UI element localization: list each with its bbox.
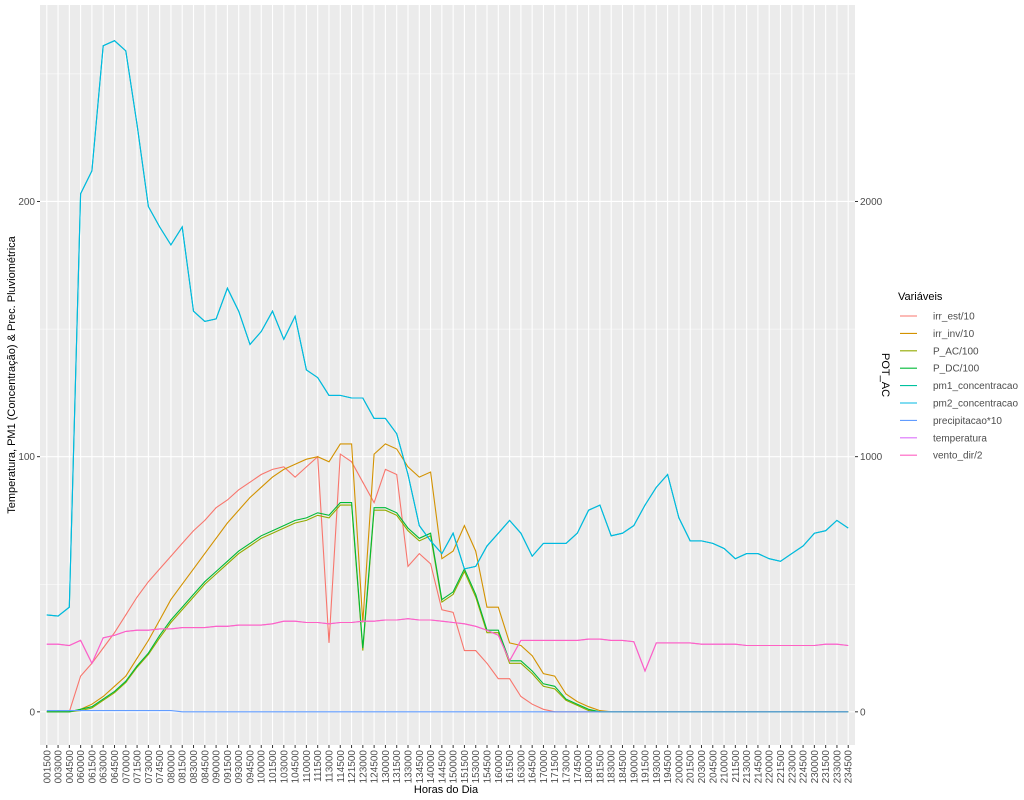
- legend-label: temperatura: [933, 433, 987, 444]
- x-tick-label: 180000: [584, 750, 595, 784]
- x-tick-label: 101500: [268, 750, 279, 784]
- y-tick-label: 0: [29, 707, 35, 718]
- x-tick-label: 151500: [460, 750, 471, 784]
- x-tick-label: 110000: [302, 750, 313, 783]
- x-tick-label: 114500: [336, 750, 347, 783]
- x-tick-label: 190000: [629, 750, 640, 784]
- x-tick-label: 121500: [347, 750, 358, 784]
- x-tick-label: 171500: [550, 750, 561, 784]
- x-tick-label: 223000: [787, 750, 798, 784]
- x-tick-label: 191500: [641, 750, 652, 784]
- y2-tick-label: 2000: [860, 197, 883, 208]
- x-tick-label: 154500: [483, 750, 494, 784]
- x-tick-label: 210000: [720, 750, 731, 784]
- x-tick-label: 134500: [415, 750, 426, 784]
- x-tick-label: 211500: [731, 750, 742, 783]
- x-tick-label: 231500: [821, 750, 832, 784]
- x-tick-label: 090000: [212, 750, 223, 784]
- x-tick-label: 184500: [618, 750, 629, 784]
- y2-axis-title: POT_AC: [879, 353, 891, 397]
- y2-tick-label: 1000: [860, 452, 883, 463]
- series-line: [46, 618, 849, 673]
- x-tick-label: 074500: [155, 750, 166, 784]
- legend-label: precipitacao*10: [933, 416, 1002, 427]
- legend-label: irr_est/10: [933, 312, 975, 323]
- x-tick-label: 081500: [178, 750, 189, 784]
- x-tick-label: 094500: [245, 750, 256, 784]
- x-tick-label: 070000: [121, 750, 132, 784]
- x-tick-label: 104500: [291, 750, 302, 784]
- x-tick-label: 224500: [799, 750, 810, 784]
- series-line: [46, 40, 849, 617]
- x-tick-label: 160000: [494, 750, 505, 784]
- x-tick-label: 073000: [144, 750, 155, 784]
- legend-label: pm1_concentracao: [933, 381, 1018, 392]
- x-tick-label: 214500: [753, 750, 764, 784]
- x-tick-label: 230000: [810, 750, 821, 784]
- x-tick-label: 213000: [742, 750, 753, 784]
- x-tick-label: 140000: [426, 750, 437, 784]
- x-tick-label: 124500: [370, 750, 381, 784]
- x-tick-label: 174500: [573, 750, 584, 784]
- x-tick-label: 161500: [505, 750, 516, 784]
- legend-label: vento_dir/2: [933, 451, 983, 462]
- x-tick-label: 164500: [528, 750, 539, 784]
- x-tick-label: 173000: [562, 750, 573, 784]
- x-tick-label: 193000: [652, 750, 663, 784]
- x-tick-label: 163000: [516, 750, 527, 784]
- x-tick-label: 063000: [99, 750, 110, 784]
- x-tick-label: 130000: [381, 750, 392, 784]
- y-axis-title: Temperatura, PM1 (Concentração) & Prec. …: [6, 235, 18, 513]
- x-tick-label: 004500: [65, 750, 76, 784]
- y-tick-label: 100: [18, 452, 35, 463]
- y-tick-label: 200: [18, 197, 35, 208]
- x-tick-label: 201500: [686, 750, 697, 784]
- x-tick-label: 080000: [166, 750, 177, 784]
- x-tick-label: 093000: [234, 750, 245, 784]
- x-tick-label: 103000: [279, 750, 290, 784]
- x-tick-label: 144500: [437, 750, 448, 784]
- x-tick-label: 234500: [844, 750, 855, 784]
- x-tick-label: 153000: [471, 750, 482, 784]
- x-tick-label: 133000: [403, 750, 414, 784]
- legend-title: Variáveis: [898, 291, 943, 303]
- x-tick-label: 194500: [663, 750, 674, 784]
- x-tick-label: 220000: [765, 750, 776, 784]
- x-tick-label: 061500: [87, 750, 98, 784]
- x-tick-label: 091500: [223, 750, 234, 784]
- x-tick-label: 111500: [313, 750, 324, 782]
- x-tick-label: 084500: [200, 750, 211, 784]
- x-tick-label: 001500: [42, 750, 53, 784]
- series-line: [46, 710, 849, 713]
- x-tick-label: 150000: [449, 750, 460, 784]
- x-tick-label: 131500: [392, 750, 403, 784]
- x-tick-label: 204500: [708, 750, 719, 784]
- x-tick-label: 113000: [324, 750, 335, 783]
- x-tick-label: 200000: [674, 750, 685, 784]
- x-tick-label: 071500: [133, 750, 144, 784]
- legend-label: P_AC/100: [933, 346, 979, 357]
- x-tick-label: 100000: [257, 750, 268, 784]
- legend-label: P_DC/100: [933, 364, 980, 375]
- y2-tick-label: 0: [860, 707, 866, 718]
- x-tick-label: 083000: [189, 750, 200, 784]
- x-tick-label: 003000: [54, 750, 65, 784]
- x-tick-label: 221500: [776, 750, 787, 784]
- x-tick-label: 170000: [539, 750, 550, 784]
- x-tick-label: 123000: [358, 750, 369, 784]
- x-axis-title: Horas do Dia: [414, 784, 479, 796]
- x-tick-label: 233000: [832, 750, 843, 784]
- x-tick-label: 060000: [76, 750, 87, 784]
- x-tick-label: 183000: [607, 750, 618, 784]
- x-tick-label: 064500: [110, 750, 121, 784]
- x-tick-label: 203000: [697, 750, 708, 784]
- x-tick-label: 181500: [595, 750, 606, 784]
- legend-label: pm2_concentracao: [933, 399, 1018, 410]
- legend-label: irr_inv/10: [933, 329, 975, 340]
